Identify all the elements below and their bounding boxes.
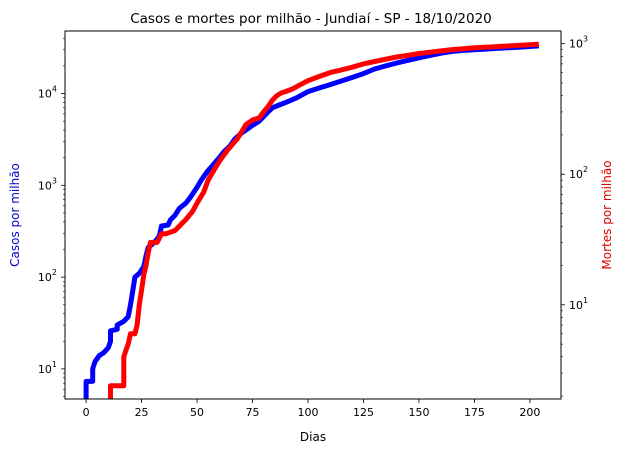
x-tick-label: 100	[298, 406, 319, 419]
chart-title: Casos e mortes por milhão - Jundiaí - SP…	[130, 11, 492, 27]
x-tick-label: 125	[353, 406, 374, 419]
series-layer	[83, 41, 539, 399]
x-tick-label: 0	[83, 406, 90, 419]
y-tick-label: 104	[38, 85, 57, 101]
x-tick-label: 150	[408, 406, 429, 419]
x-tick-label: 50	[190, 406, 204, 419]
y-axis-left: 101 102 103 104	[38, 37, 65, 397]
x-axis: 0 25 50 75 100 125 150 175 200	[83, 399, 540, 419]
plot-frame	[64, 30, 562, 400]
y-tick-label: 102	[38, 268, 57, 284]
x-tick-label: 75	[246, 406, 260, 419]
y-axis-right-label: Mortes por milhão	[600, 160, 614, 269]
series-line-casos	[83, 43, 539, 399]
series-line-mortes	[108, 41, 539, 399]
y-axis-left-label: Casos por milhão	[8, 163, 22, 267]
y-tick-label: 102	[569, 165, 588, 181]
y-tick-label: 103	[38, 176, 57, 192]
y-axis-right: 101 102 103	[561, 35, 588, 397]
x-tick-label: 175	[464, 406, 485, 419]
y-tick-label: 101	[38, 360, 57, 376]
y-tick-label: 103	[569, 35, 588, 51]
y-tick-label: 101	[569, 296, 588, 312]
x-tick-label: 200	[519, 406, 540, 419]
x-axis-label: Dias	[300, 430, 326, 444]
x-tick-label: 25	[135, 406, 149, 419]
